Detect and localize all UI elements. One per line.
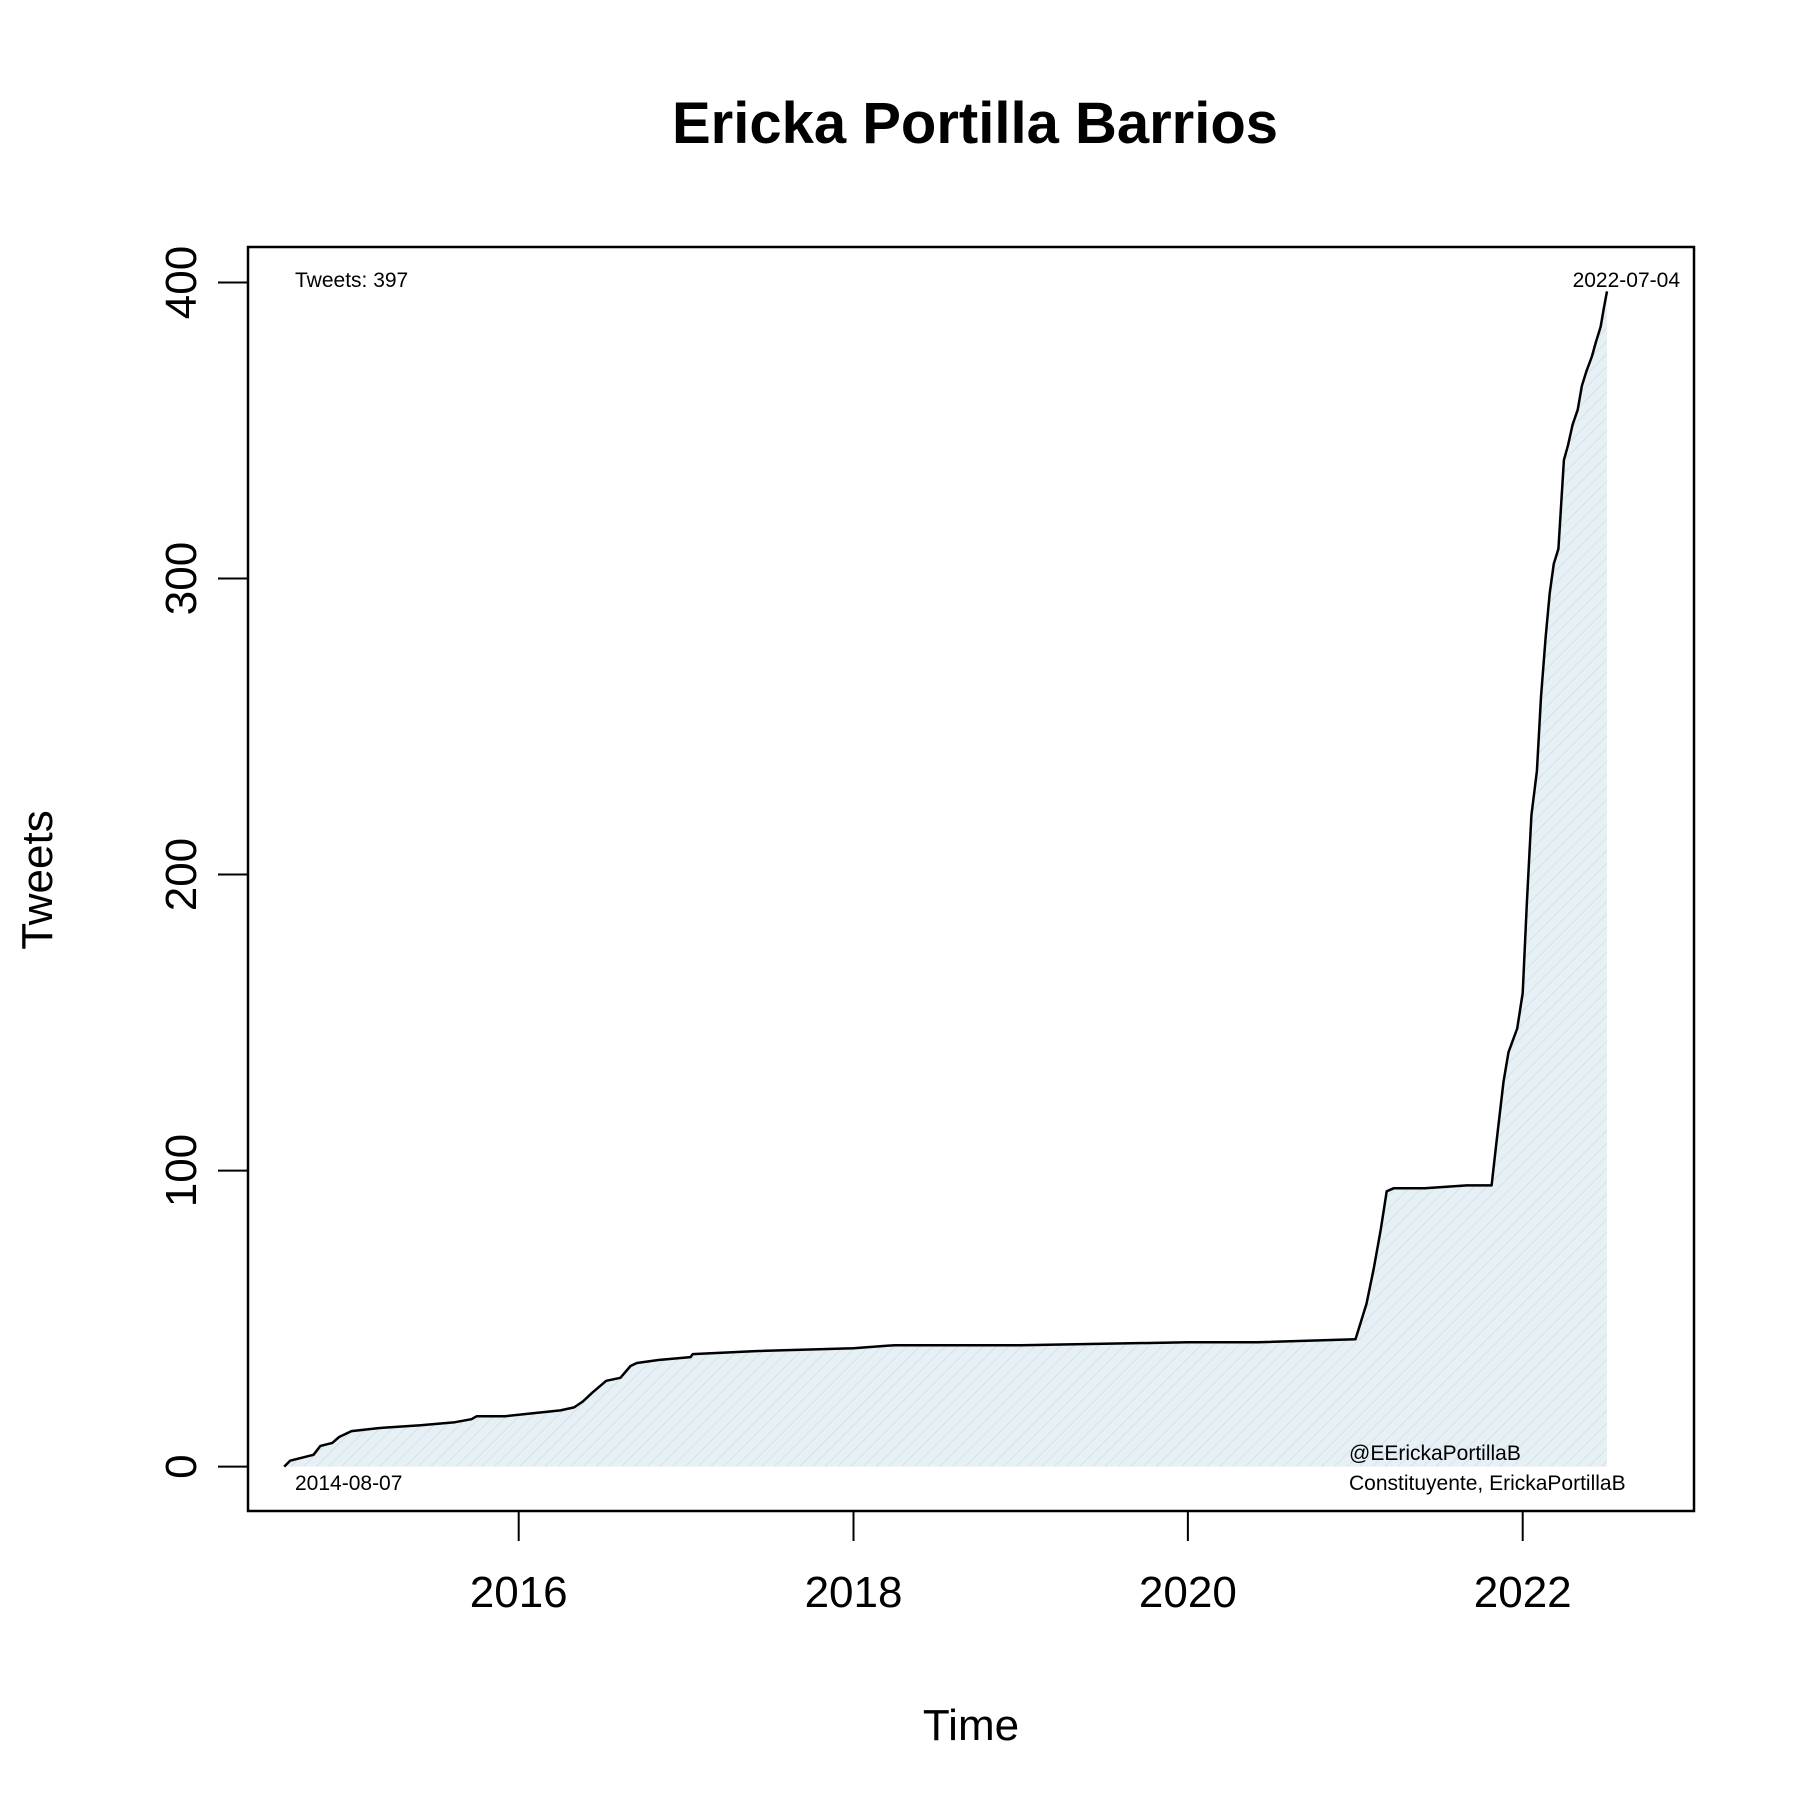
x-axis: 2016 2018 2020 2022 <box>470 1510 1572 1617</box>
plot-area <box>283 291 1609 1468</box>
description-annotation: Constituyente, ErickaPortillaB <box>1349 1472 1626 1495</box>
start-date-annotation: 2014-08-07 <box>295 1472 402 1495</box>
y-tick-label: 200 <box>157 838 206 911</box>
x-tick-label: 2022 <box>1474 1568 1572 1617</box>
y-axis-label: Tweets <box>13 810 62 949</box>
y-tick-label: 0 <box>157 1454 206 1478</box>
x-tick-label: 2018 <box>805 1568 903 1617</box>
y-tick-label: 300 <box>157 542 206 615</box>
end-date-annotation: 2022-07-04 <box>1573 269 1681 292</box>
x-axis-label: Time <box>923 1701 1019 1750</box>
y-tick-label: 100 <box>157 1134 206 1207</box>
x-tick-label: 2020 <box>1139 1568 1237 1617</box>
x-tick-label: 2016 <box>470 1568 568 1617</box>
cumulative-area <box>284 291 1608 1467</box>
y-axis: 0 100 200 300 400 <box>157 246 249 1479</box>
y-tick-label: 400 <box>157 246 206 319</box>
total-tweets-annotation: Tweets: 397 <box>295 269 408 292</box>
handle-annotation: @EErickaPortillaB <box>1349 1442 1521 1465</box>
cumulative-tweets-line <box>283 291 1609 1468</box>
chart-title: Ericka Portilla Barrios <box>672 91 1278 156</box>
